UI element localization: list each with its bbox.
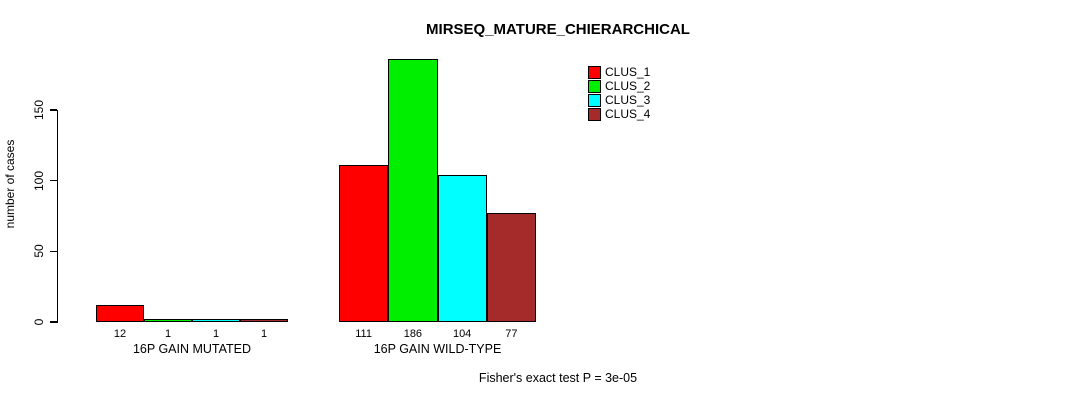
bar-value-label: 1: [260, 328, 268, 340]
y-tick-label: 150: [32, 99, 46, 121]
bar-clus_3-wildtype: [437, 175, 487, 322]
bar-clus_4-mutated: [240, 319, 288, 322]
bar-value-label: 77: [505, 328, 518, 340]
x-group-label: 16P GAIN MUTATED: [132, 342, 252, 356]
chart-title: MIRSEQ_MATURE_CHIERARCHICAL: [426, 21, 690, 38]
y-axis-line: [56, 110, 58, 323]
y-tick-label: 50: [32, 244, 46, 259]
legend-swatch-clus_2: [588, 79, 601, 93]
bar-value-label: 186: [403, 328, 423, 340]
legend-swatch-clus_4: [588, 107, 601, 121]
bar-clus_4-wildtype: [486, 213, 536, 322]
legend-item: CLUS_2: [588, 79, 650, 93]
bar-value-label: 1: [212, 328, 220, 340]
y-tick: [50, 250, 57, 253]
legend-item: CLUS_1: [588, 65, 650, 79]
legend-label: CLUS_4: [605, 107, 651, 121]
bar-value-label: 1: [164, 328, 172, 340]
bar-value-label: 111: [355, 328, 372, 340]
legend-item: CLUS_3: [588, 93, 650, 107]
legend-label: CLUS_2: [605, 79, 651, 93]
y-tick: [50, 179, 57, 182]
bar-value-label: 12: [113, 328, 127, 340]
x-group-label: 16P GAIN WILD-TYPE: [373, 342, 502, 356]
annotation-text: Fisher's exact test P = 3e-05: [478, 371, 638, 385]
bar-clus_2-wildtype: [388, 59, 438, 322]
bar-clus_2-mutated: [144, 319, 192, 322]
bar-clus_1-mutated: [96, 305, 144, 322]
legend-label: CLUS_1: [605, 65, 651, 79]
bar-clus_3-mutated: [192, 319, 240, 322]
y-tick-label: 100: [32, 170, 46, 191]
bar-clus_1-wildtype: [339, 165, 389, 322]
legend-swatch-clus_3: [588, 93, 601, 107]
y-tick: [50, 109, 57, 111]
legend-item: CLUS_4: [588, 107, 650, 121]
y-axis-label: number of cases: [3, 139, 17, 229]
y-tick: [50, 321, 57, 323]
legend-label: CLUS_3: [605, 93, 651, 107]
legend-swatch-clus_1: [588, 65, 601, 79]
bar-value-label: 104: [452, 328, 472, 340]
y-tick-label: 0: [32, 318, 46, 326]
